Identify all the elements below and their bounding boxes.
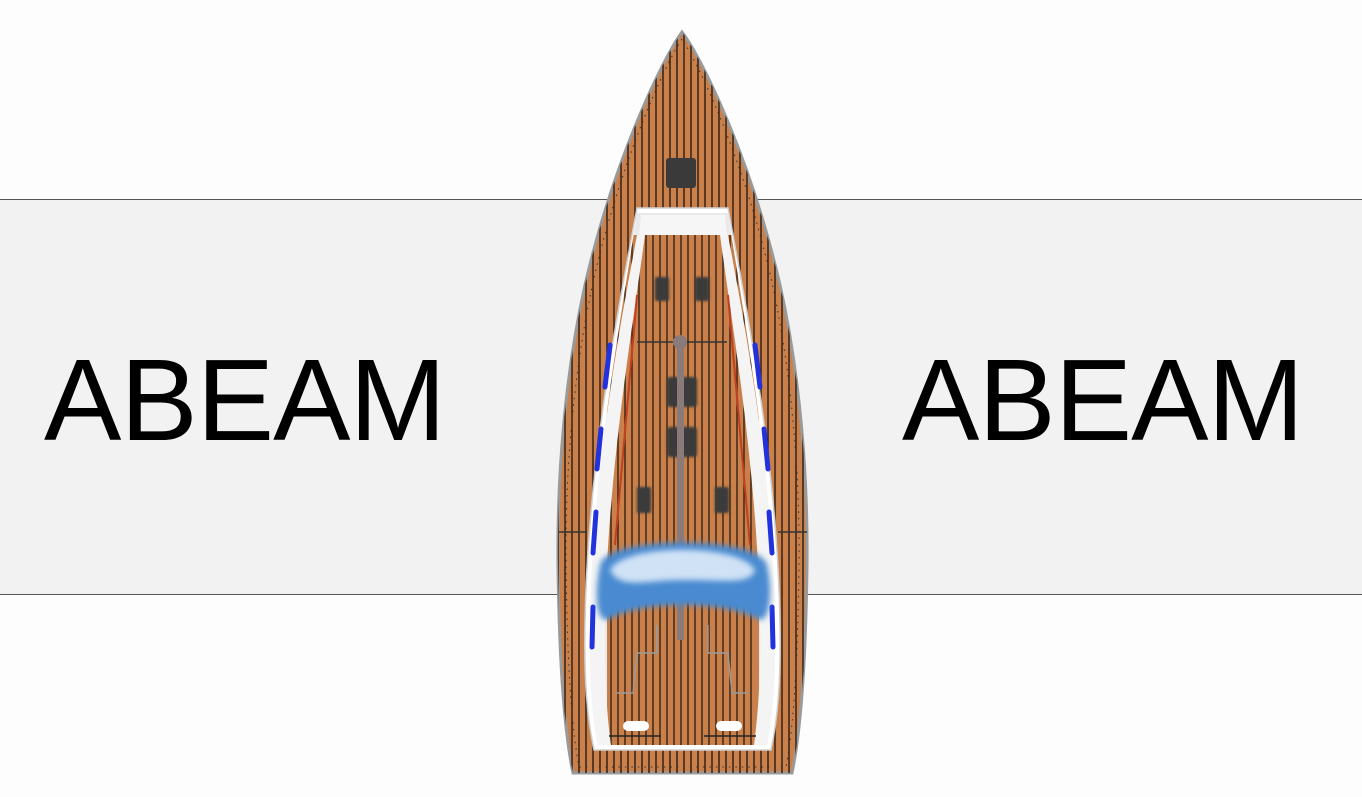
sheet-line-starboard [727,294,751,546]
boom [677,345,684,640]
abeam-label-left: ABEAM [44,335,446,465]
stern-cleat-starboard [716,721,742,731]
portlights-port [589,342,613,650]
dodger [596,542,771,620]
abeam-label-right: ABEAM [902,335,1304,465]
portlights-starboard [752,342,776,650]
forward-hatch [666,158,696,188]
cockpit-outline [617,625,748,694]
sailboat-top-view-icon [556,29,809,775]
stern-cleat-port [623,721,649,731]
sheet-line-port [614,294,638,546]
cabin-hatches [637,277,729,513]
